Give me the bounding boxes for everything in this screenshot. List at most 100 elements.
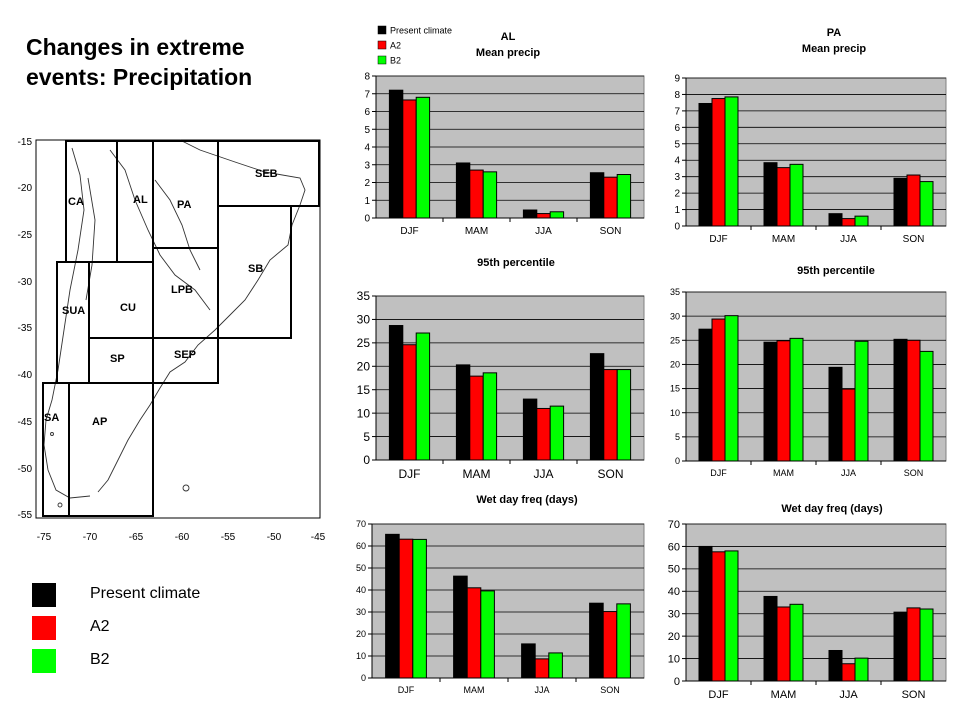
bar-a2-son	[906, 339, 921, 462]
map-x-tick: -45	[311, 532, 326, 543]
bar-b2-djf	[415, 96, 431, 219]
y-tick-label: 4	[674, 156, 680, 167]
x-category-label: MAM	[772, 234, 795, 245]
x-category-label: DJF	[710, 468, 727, 478]
bar-a2-mam	[469, 375, 484, 461]
y-tick-label: 50	[668, 564, 680, 576]
region-box-ap	[68, 382, 154, 517]
map-x-tick: -65	[129, 532, 144, 543]
bar-present-climate-mam	[455, 364, 471, 461]
y-tick-label: 10	[670, 408, 680, 418]
bar-a2-son	[906, 607, 921, 682]
bar-b2-son	[919, 608, 934, 682]
x-category-label: JJA	[535, 226, 552, 237]
y-tick-label: 1	[364, 196, 370, 207]
y-tick-label: 60	[356, 541, 366, 551]
y-tick-label: 30	[668, 609, 680, 621]
bar-a2-jja	[534, 658, 550, 679]
x-category-label: JJA	[839, 689, 858, 701]
bar-present-climate-mam	[763, 595, 778, 682]
bar-present-climate-son	[893, 338, 908, 462]
y-tick-label: 3	[674, 172, 680, 183]
region-label-pa: PA	[177, 199, 192, 211]
bar-present-climate-jja	[522, 209, 538, 219]
bar-a2-son	[603, 369, 618, 461]
region-label-sa: SA	[44, 412, 59, 424]
bar-present-climate-djf	[698, 545, 713, 682]
map-y-ticks: -15 -20 -25 -30 -35 -40 -45 -50 -55	[18, 137, 33, 521]
map-y-tick: -50	[18, 464, 33, 475]
bar-b2-mam	[482, 372, 498, 461]
bar-b2-son	[919, 181, 934, 227]
chart-title: PA	[827, 27, 842, 39]
bar-b2-jja	[549, 211, 565, 219]
map-x-tick: -70	[83, 532, 98, 543]
bar-a2-djf	[398, 538, 414, 679]
bar-b2-son	[616, 369, 632, 461]
chart-title: Wet day freq (days)	[476, 494, 578, 506]
x-category-label: DJF	[399, 467, 421, 481]
bar-a2-jja	[841, 218, 856, 227]
x-category-label: MAM	[463, 467, 491, 481]
region-label-cu: CU	[120, 302, 136, 314]
bar-a2-djf	[711, 551, 726, 682]
bar-a2-jja	[841, 388, 856, 462]
bar-a2-son	[906, 174, 921, 227]
chart-al-0: 0 1 2 3 4 5 6 7 8 DJF MAM JJA SON AL Mean precip Presen…	[364, 25, 645, 237]
y-tick-label: 0	[674, 676, 680, 688]
y-tick-label: 10	[357, 406, 371, 420]
y-tick-label: 0	[364, 214, 370, 225]
bar-a2-son	[603, 176, 618, 219]
map-x-tick: -55	[221, 532, 236, 543]
chart-title: Wet day freq (days)	[781, 503, 883, 515]
chart-pa-3: 0 5 10 15 20 25 30 35 DJF MAM JJA SON 95th percentil…	[670, 265, 947, 478]
legend-label-b2: B2	[90, 651, 110, 668]
y-tick-label: 30	[356, 607, 366, 617]
x-category-label: MAM	[464, 685, 485, 695]
bar-present-climate-son	[589, 172, 605, 219]
map-y-tick: -40	[18, 370, 33, 381]
y-tick-label: 30	[670, 311, 680, 321]
chart-legend-swatch	[377, 40, 387, 50]
chart-legend-swatch	[377, 55, 387, 65]
region-boxes	[42, 140, 320, 517]
y-tick-label: 40	[668, 586, 680, 598]
map-y-tick: -20	[18, 183, 33, 194]
region-label-ap: AP	[92, 416, 107, 428]
y-tick-label: 10	[356, 651, 366, 661]
region-label-seb: SEB	[255, 168, 278, 180]
map-y-tick: -30	[18, 277, 33, 288]
legend-label-present: Present climate	[90, 585, 201, 602]
x-category-label: DJF	[709, 234, 727, 245]
bar-present-climate-djf	[698, 328, 713, 462]
region-map: SEB CA AL PA SB SUA CU LPB SP SEP SA AP …	[18, 137, 326, 543]
chart-legend-label: B2	[390, 56, 401, 66]
region-label-sp: SP	[110, 353, 125, 365]
bar-a2-jja	[536, 407, 551, 461]
bar-b2-jja	[854, 657, 869, 682]
x-category-label: DJF	[708, 689, 728, 701]
slide-title: Changes in extreme events: Precipitation	[26, 34, 253, 90]
bar-b2-djf	[724, 96, 739, 227]
bar-present-climate-jja	[828, 649, 843, 682]
y-tick-label: 5	[364, 125, 370, 136]
x-category-label: MAM	[771, 689, 797, 701]
bar-present-climate-mam	[763, 162, 778, 227]
bar-a2-djf	[402, 99, 417, 219]
x-category-label: JJA	[533, 467, 553, 481]
y-tick-label: 0	[675, 456, 680, 466]
bar-a2-mam	[776, 167, 791, 227]
region-box-sep	[152, 337, 219, 384]
y-tick-label: 10	[668, 653, 680, 665]
region-label-ca: CA	[68, 196, 84, 208]
chart-legend-label: A2	[390, 41, 401, 51]
bar-a2-djf	[402, 344, 417, 461]
chart-pa-5: 0 10 20 30 40 50 60 70 DJF MAM JJA SON Wet day freq …	[668, 503, 947, 701]
chart-legend-swatch	[377, 25, 387, 35]
bar-b2-son	[919, 350, 934, 462]
bar-b2-djf	[412, 538, 427, 679]
x-category-label: DJF	[400, 226, 418, 237]
bar-b2-mam	[789, 603, 804, 682]
legend-swatch-present	[32, 583, 56, 607]
